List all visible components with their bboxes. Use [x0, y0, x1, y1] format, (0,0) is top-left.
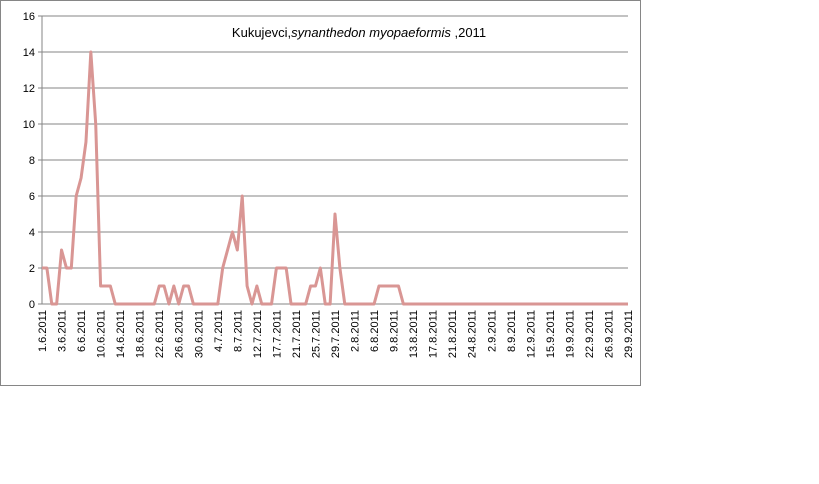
x-tick-label: 13.8.2011: [408, 310, 420, 358]
x-tick-label: 21.8.2011: [447, 310, 459, 358]
y-tick-label: 10: [23, 119, 35, 131]
x-tick-label: 19.9.2011: [564, 310, 576, 358]
x-tick-label: 8.9.2011: [506, 310, 518, 352]
x-tick-label: 12.9.2011: [525, 310, 537, 358]
x-tick-label: 12.7.2011: [252, 310, 264, 358]
x-tick-label: 22.6.2011: [154, 310, 166, 358]
chart-frame: [0, 0, 641, 386]
x-tick-label: 17.8.2011: [428, 310, 440, 358]
y-tick-label: 4: [29, 227, 35, 239]
x-tick-label: 18.6.2011: [135, 310, 147, 358]
x-tick-label: 26.9.2011: [603, 310, 615, 358]
x-tick-label: 14.6.2011: [115, 310, 127, 358]
x-tick-label: 4.7.2011: [213, 310, 225, 352]
x-tick-label: 25.7.2011: [310, 310, 322, 358]
title-part: synanthedon myopaeformis: [291, 25, 451, 40]
title-part: ,2011: [451, 25, 486, 40]
y-tick-label: 12: [23, 83, 35, 95]
x-tick-label: 1.6.2011: [37, 310, 49, 352]
x-tick-label: 3.6.2011: [57, 310, 69, 352]
x-tick-label: 15.9.2011: [545, 310, 557, 358]
y-tick-label: 14: [23, 47, 35, 59]
x-tick-label: 30.6.2011: [193, 310, 205, 358]
x-tick-label: 8.7.2011: [232, 310, 244, 352]
title-part: Kukujevci,: [232, 25, 291, 40]
x-tick-label: 2.9.2011: [486, 310, 498, 352]
x-tick-label: 21.7.2011: [291, 310, 303, 358]
y-tick-label: 8: [29, 155, 35, 167]
y-tick-label: 6: [29, 191, 35, 203]
x-tick-label: 2.8.2011: [350, 310, 362, 352]
x-tick-label: 10.6.2011: [96, 310, 108, 358]
x-tick-label: 26.6.2011: [174, 310, 186, 358]
chart-title: Kukujevci,synanthedon myopaeformis ,2011: [232, 25, 486, 40]
x-tick-label: 9.8.2011: [389, 310, 401, 352]
y-tick-label: 0: [29, 299, 35, 311]
y-tick-label: 16: [23, 11, 35, 23]
x-tick-label: 17.7.2011: [271, 310, 283, 358]
y-tick-label: 2: [29, 263, 35, 275]
x-tick-label: 22.9.2011: [584, 310, 596, 358]
x-tick-label: 24.8.2011: [467, 310, 479, 358]
x-tick-label: 29.9.2011: [623, 310, 635, 358]
data-line: [42, 50, 628, 306]
x-tick-label: 6.6.2011: [76, 310, 88, 352]
x-tick-label: 29.7.2011: [330, 310, 342, 358]
x-tick-label: 6.8.2011: [369, 310, 381, 352]
